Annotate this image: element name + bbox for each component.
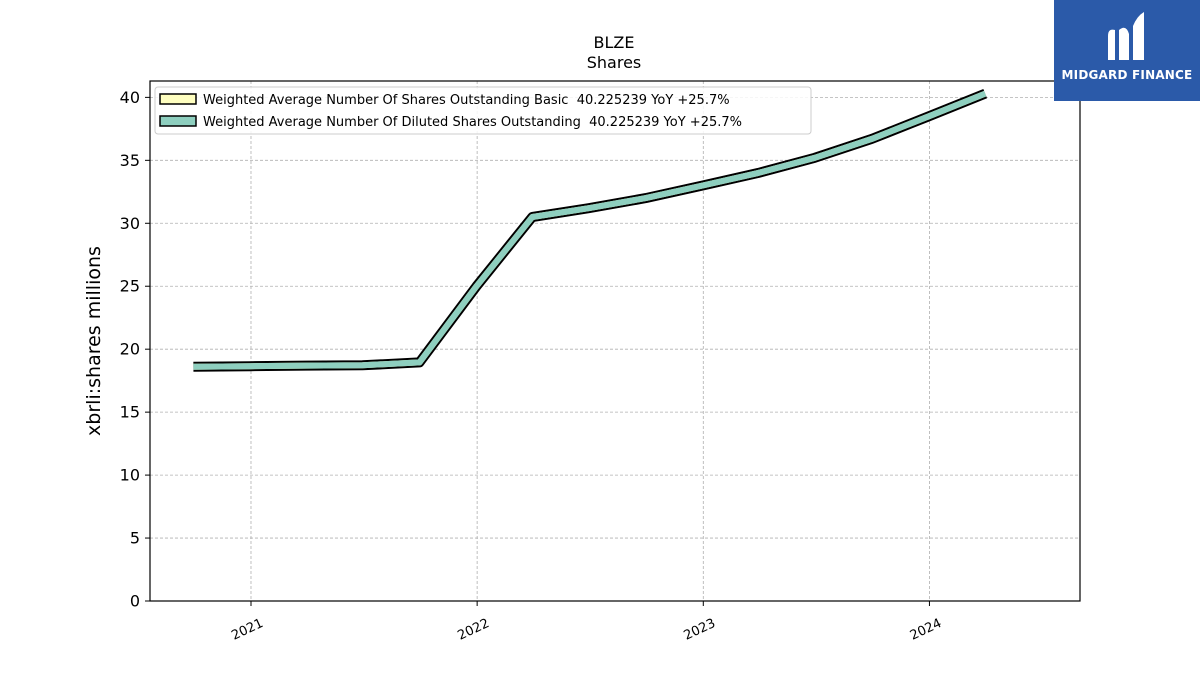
x-tick-label: 2022	[455, 616, 491, 644]
legend-label-basic: Weighted Average Number Of Shares Outsta…	[203, 93, 730, 108]
y-axis-label: xbrli:shares millions	[83, 246, 105, 436]
grid	[150, 81, 1080, 602]
x-tick-label: 2024	[908, 616, 944, 644]
y-tick-label: 5	[130, 529, 140, 548]
series-outline	[193, 88, 988, 372]
y-axis: 0 5 10 15 20 25 30 35 40	[120, 88, 150, 611]
brand-name: MIDGARD FINANCE	[1061, 68, 1193, 82]
legend-swatch-diluted	[159, 115, 197, 127]
y-tick-label: 0	[130, 592, 140, 611]
legend-swatch-basic	[159, 93, 197, 105]
x-tick-label: 2023	[682, 616, 718, 644]
y-tick-label: 30	[120, 214, 140, 233]
y-tick-label: 35	[120, 151, 140, 170]
y-tick-label: 20	[120, 340, 140, 359]
x-tick-label: 2021	[229, 616, 265, 644]
series-line-diluted	[193, 90, 987, 370]
chart-subtitle: Shares	[587, 53, 642, 72]
series-line-basic	[193, 90, 987, 370]
y-tick-label: 15	[120, 403, 140, 422]
chart-title: BLZE	[594, 33, 635, 52]
legend: Weighted Average Number Of Shares Outsta…	[154, 86, 812, 135]
plot-frame	[149, 80, 1081, 602]
logo-mark-icon	[1108, 12, 1144, 60]
brand-logo: MIDGARD FINANCE	[1054, 0, 1200, 101]
legend-label-diluted: Weighted Average Number Of Diluted Share…	[203, 115, 742, 130]
series-layer	[193, 88, 988, 372]
y-tick-label: 25	[120, 277, 140, 296]
x-axis: 2021 2022 2023 2024	[229, 601, 944, 644]
legend-frame	[154, 86, 812, 135]
y-tick-label: 10	[120, 466, 140, 485]
y-tick-label: 40	[120, 88, 140, 107]
